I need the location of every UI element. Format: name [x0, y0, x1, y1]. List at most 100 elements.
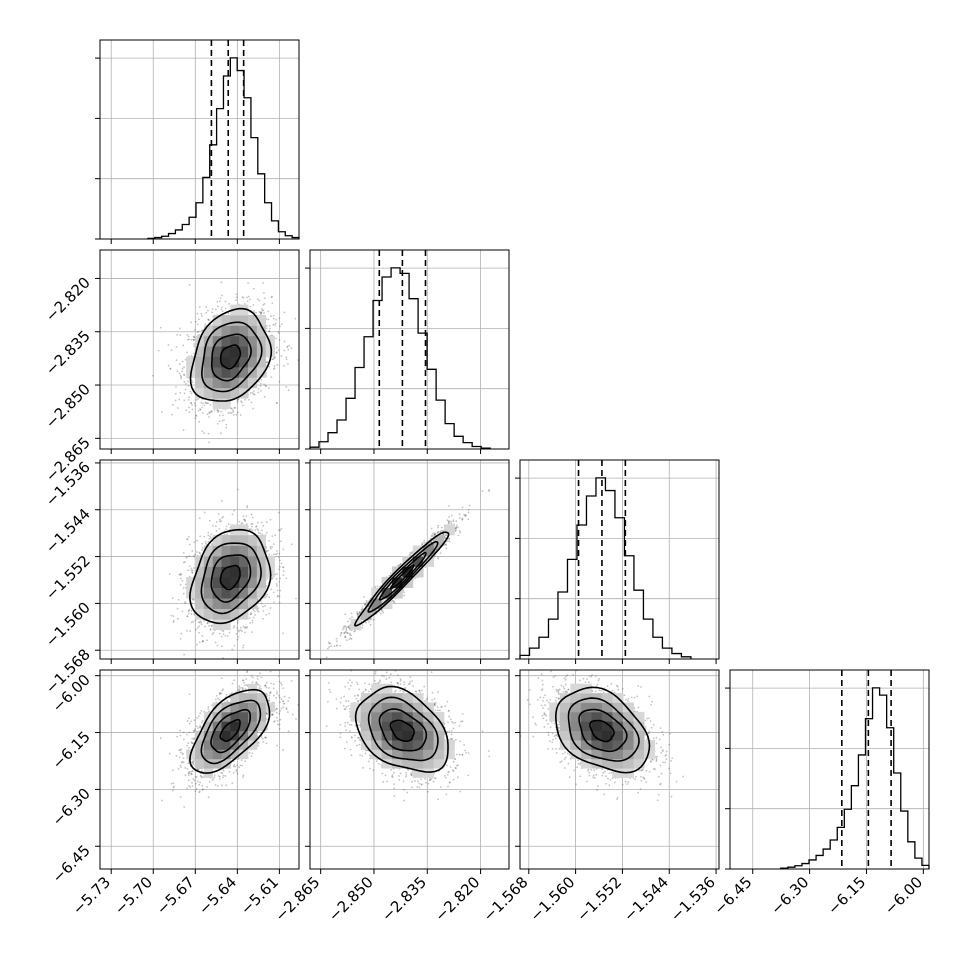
y-tick-label: −2.850 [42, 380, 94, 432]
density-cell [195, 387, 205, 399]
scatter-point [217, 513, 220, 515]
scatter-point [224, 307, 227, 310]
scatter-point [235, 296, 238, 299]
scatter-point [217, 305, 219, 308]
scatter-point [179, 572, 182, 575]
density-cell [247, 545, 258, 557]
scatter-point [187, 335, 190, 338]
scatter-point [159, 326, 162, 329]
density-cell [203, 367, 214, 378]
scatter-point [266, 361, 268, 364]
scatter-point [176, 333, 178, 336]
scatter-point [278, 595, 281, 598]
scatter-point [265, 324, 268, 327]
scatter-point [285, 577, 288, 580]
scatter-point [229, 411, 232, 414]
scatter-point [202, 411, 204, 414]
scatter-point [282, 548, 285, 551]
density-cell [212, 325, 222, 337]
density-cell [239, 598, 249, 610]
scatter-point [260, 311, 263, 314]
scatter-point [272, 314, 275, 317]
scatter-point [236, 619, 239, 622]
scatter-point [187, 535, 190, 538]
scatter-point [227, 412, 230, 414]
scatter-point [268, 612, 270, 615]
scatter-point [198, 641, 201, 644]
scatter-point [219, 410, 222, 413]
density-cell [239, 555, 249, 567]
scatter-point [220, 432, 222, 435]
scatter-point [262, 303, 265, 306]
scatter-point [194, 619, 197, 622]
scatter-point [190, 401, 192, 404]
scatter-point [190, 321, 193, 324]
scatter-point [208, 411, 211, 414]
density-cell [221, 335, 231, 347]
scatter-point [193, 345, 195, 348]
scatter-point [265, 584, 268, 587]
scatter-point [206, 402, 209, 405]
scatter-point [257, 388, 260, 390]
scatter-point [206, 622, 209, 625]
scatter-point [204, 323, 207, 326]
scatter-point [263, 302, 266, 305]
scatter-point [202, 640, 204, 642]
scatter-point [246, 506, 248, 509]
scatter-point [243, 519, 246, 521]
density-cell [230, 315, 240, 326]
scatter-point [201, 547, 204, 549]
scatter-point [179, 574, 182, 576]
scatter-point [265, 531, 268, 534]
scatter-point [226, 635, 229, 637]
scatter-point [232, 626, 235, 629]
scatter-point [191, 408, 194, 411]
scatter-point [267, 310, 270, 313]
scatter-point [223, 419, 225, 421]
scatter-point [248, 617, 251, 620]
y-tick-label: −1.544 [42, 505, 94, 557]
scatter-point [186, 333, 189, 336]
scatter-point [231, 513, 234, 516]
scatter-point [214, 308, 217, 311]
scatter-point [237, 635, 240, 638]
scatter-point [260, 313, 263, 316]
scatter-point [361, 624, 364, 627]
density-cell [186, 577, 196, 588]
scatter-point [183, 373, 185, 376]
scatter-point [246, 296, 248, 299]
scatter-point [186, 615, 189, 618]
scatter-point [233, 625, 236, 627]
scatter-point [269, 547, 272, 550]
scatter-point [259, 311, 262, 314]
scatter-point [192, 338, 195, 341]
density-cell [230, 577, 240, 588]
density-cell [239, 545, 249, 557]
scatter-point [203, 535, 206, 538]
density-cell [195, 377, 205, 389]
scatter-point [216, 300, 219, 303]
scatter-point [193, 612, 196, 615]
scatter-point [283, 349, 286, 352]
scatter-point [196, 539, 198, 542]
scatter-point [184, 388, 187, 391]
density-cell [230, 555, 240, 567]
scatter-point [252, 310, 255, 313]
scatter-point [251, 631, 253, 634]
scatter-point [246, 626, 248, 628]
scatter-point [210, 536, 212, 539]
scatter-point [272, 601, 275, 603]
scatter-point [212, 525, 214, 527]
scatter-point [179, 327, 181, 330]
scatter-point [277, 330, 280, 333]
scatter-point [271, 535, 274, 538]
scatter-point [218, 518, 221, 521]
scatter-point [288, 344, 291, 347]
scatter-point [187, 384, 190, 387]
scatter-point [203, 404, 206, 407]
density-cell [256, 587, 267, 599]
scatter-content [151, 281, 299, 444]
scatter-point [194, 628, 197, 631]
scatter-point [207, 432, 210, 435]
scatter-point [194, 404, 197, 407]
